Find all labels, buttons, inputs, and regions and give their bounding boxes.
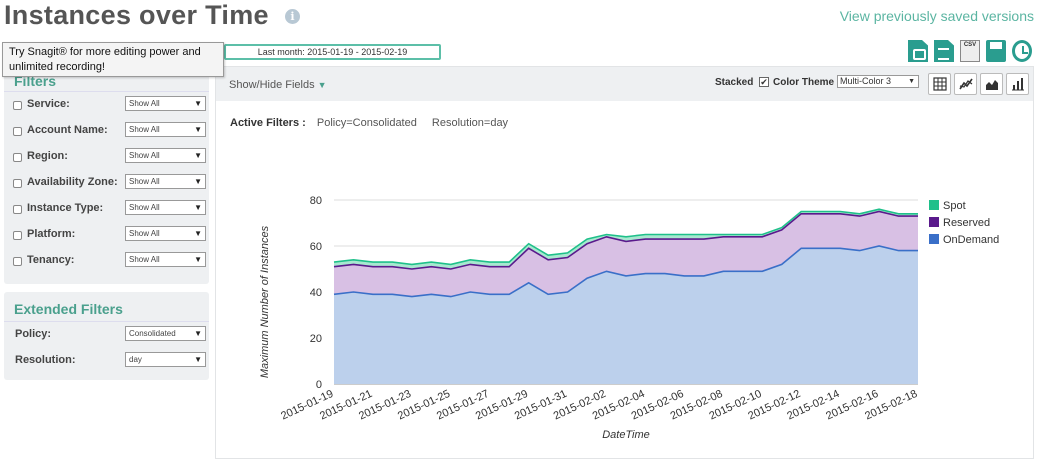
legend-swatch-reserved (929, 217, 939, 227)
filter-checkbox[interactable] (13, 101, 22, 110)
snagit-tooltip: Try Snagit® for more editing power and u… (2, 42, 224, 77)
filter-label: Availability Zone: (27, 176, 118, 188)
filter-row: Region: Show All (4, 144, 209, 170)
info-icon[interactable]: i (285, 9, 300, 24)
extended-filter-select[interactable]: day (125, 352, 206, 367)
chart-panel: Show/Hide Fields ▼ Stacked ✔ Color Theme … (215, 66, 1034, 459)
area-chart-icon (985, 80, 998, 90)
extended-filter-label: Policy: (15, 328, 52, 340)
y-tick-label: 20 (310, 333, 322, 345)
extended-filter-row: Resolution: day (4, 348, 209, 374)
extended-filter-select[interactable]: Consolidated (125, 326, 206, 341)
area-spot (334, 209, 918, 269)
active-filters-label: Active Filters : (230, 117, 306, 129)
page-title: Instances over Time (4, 0, 269, 30)
filter-select[interactable]: Show All (125, 226, 206, 241)
chart-toolbar: Show/Hide Fields ▼ Stacked ✔ Color Theme … (216, 67, 1033, 101)
area-reserved (334, 211, 918, 297)
filter-select[interactable]: Show All (125, 200, 206, 215)
export-csv-icon[interactable]: CSV (960, 40, 980, 62)
filter-checkbox[interactable] (13, 257, 22, 266)
stacked-label: Stacked (715, 77, 754, 88)
filter-label: Service: (27, 98, 70, 110)
series-line-spot (333, 208, 918, 266)
filter-label: Tenancy: (27, 254, 75, 266)
line-view-button[interactable] (954, 73, 977, 95)
x-axis-title: DateTime (602, 429, 650, 441)
y-tick-label: 0 (316, 379, 322, 391)
filter-label: Account Name: (27, 124, 108, 136)
bar-view-button[interactable] (1006, 73, 1029, 95)
export-doc-icon[interactable] (934, 40, 954, 62)
line-chart-icon (958, 78, 973, 90)
legend-swatch-spot (929, 200, 939, 210)
legend-label-reserved: Reserved (943, 217, 990, 229)
filter-row: Tenancy: Show All (4, 248, 209, 274)
show-hide-label: Show/Hide Fields (229, 79, 315, 91)
filter-select[interactable]: Show All (125, 174, 206, 189)
filters-title: Filters (4, 66, 209, 92)
y-tick-label: 60 (310, 241, 322, 253)
area-ondemand (334, 246, 918, 384)
chart-view-buttons (928, 73, 1029, 95)
filter-checkbox[interactable] (13, 231, 22, 240)
export-toolbar: CSV (908, 40, 1032, 62)
color-theme-label: Color Theme (773, 77, 835, 88)
filter-row: Platform: Show All (4, 222, 209, 248)
y-tick-label: 80 (310, 195, 322, 207)
area-view-button[interactable] (980, 73, 1003, 95)
active-filter-policy: Policy=Consolidated (316, 117, 417, 129)
filter-label: Instance Type: (27, 202, 104, 214)
active-filter-resolution: Resolution=day (431, 117, 509, 129)
filter-row: Instance Type: Show All (4, 196, 209, 222)
filter-checkbox[interactable] (13, 153, 22, 162)
filters-panel: Filters Service: Show All Account Name: Sho… (4, 66, 209, 284)
filter-label: Region: (27, 150, 68, 162)
filter-row: Service: Show All (4, 92, 209, 118)
chevron-down-icon: ▼ (317, 80, 327, 90)
date-range-field[interactable]: Last month: 2015-01-19 - 2015-02-19 (224, 44, 441, 60)
grid-icon (932, 77, 947, 91)
series-line-ondemand (333, 245, 918, 298)
show-hide-fields-button[interactable]: Show/Hide Fields ▼ (229, 79, 327, 91)
color-theme-select[interactable]: Multi-Color 3 (837, 75, 919, 88)
table-view-button[interactable] (928, 73, 951, 95)
bar-chart-icon (1011, 78, 1024, 91)
instances-area-chart: 0204060802015-01-192015-01-212015-01-232… (259, 195, 999, 441)
extended-filters-panel: Extended Filters Policy: Consolidated Reso… (4, 292, 209, 380)
legend-swatch-ondemand (929, 234, 939, 244)
active-filters: Active Filters : Policy=Consolidated Res… (230, 117, 520, 129)
schedule-clock-icon[interactable] (1012, 40, 1032, 62)
filter-checkbox[interactable] (13, 205, 22, 214)
legend-label-ondemand: OnDemand (943, 234, 999, 246)
legend-label-spot: Spot (943, 200, 966, 212)
saved-versions-link[interactable]: View previously saved versions (839, 8, 1034, 24)
filter-select[interactable]: Show All (125, 148, 206, 163)
save-icon[interactable] (986, 40, 1006, 62)
filter-select[interactable]: Show All (125, 96, 206, 111)
filter-select[interactable]: Show All (125, 252, 206, 267)
y-axis-title: Maximum Number of Instances (259, 225, 271, 378)
filter-checkbox[interactable] (13, 179, 22, 188)
filter-row: Account Name: Show All (4, 118, 209, 144)
extended-filter-label: Resolution: (15, 354, 76, 366)
series-line-reserved (333, 210, 918, 270)
filter-select[interactable]: Show All (125, 122, 206, 137)
filter-checkbox[interactable] (13, 127, 22, 136)
extended-filters-title: Extended Filters (4, 292, 209, 322)
y-tick-label: 40 (310, 287, 322, 299)
export-pdf-icon[interactable] (908, 40, 928, 62)
stacked-checkbox[interactable]: ✔ (759, 77, 769, 87)
filter-label: Platform: (27, 228, 76, 240)
extended-filter-row: Policy: Consolidated (4, 322, 209, 348)
filter-row: Availability Zone: Show All (4, 170, 209, 196)
